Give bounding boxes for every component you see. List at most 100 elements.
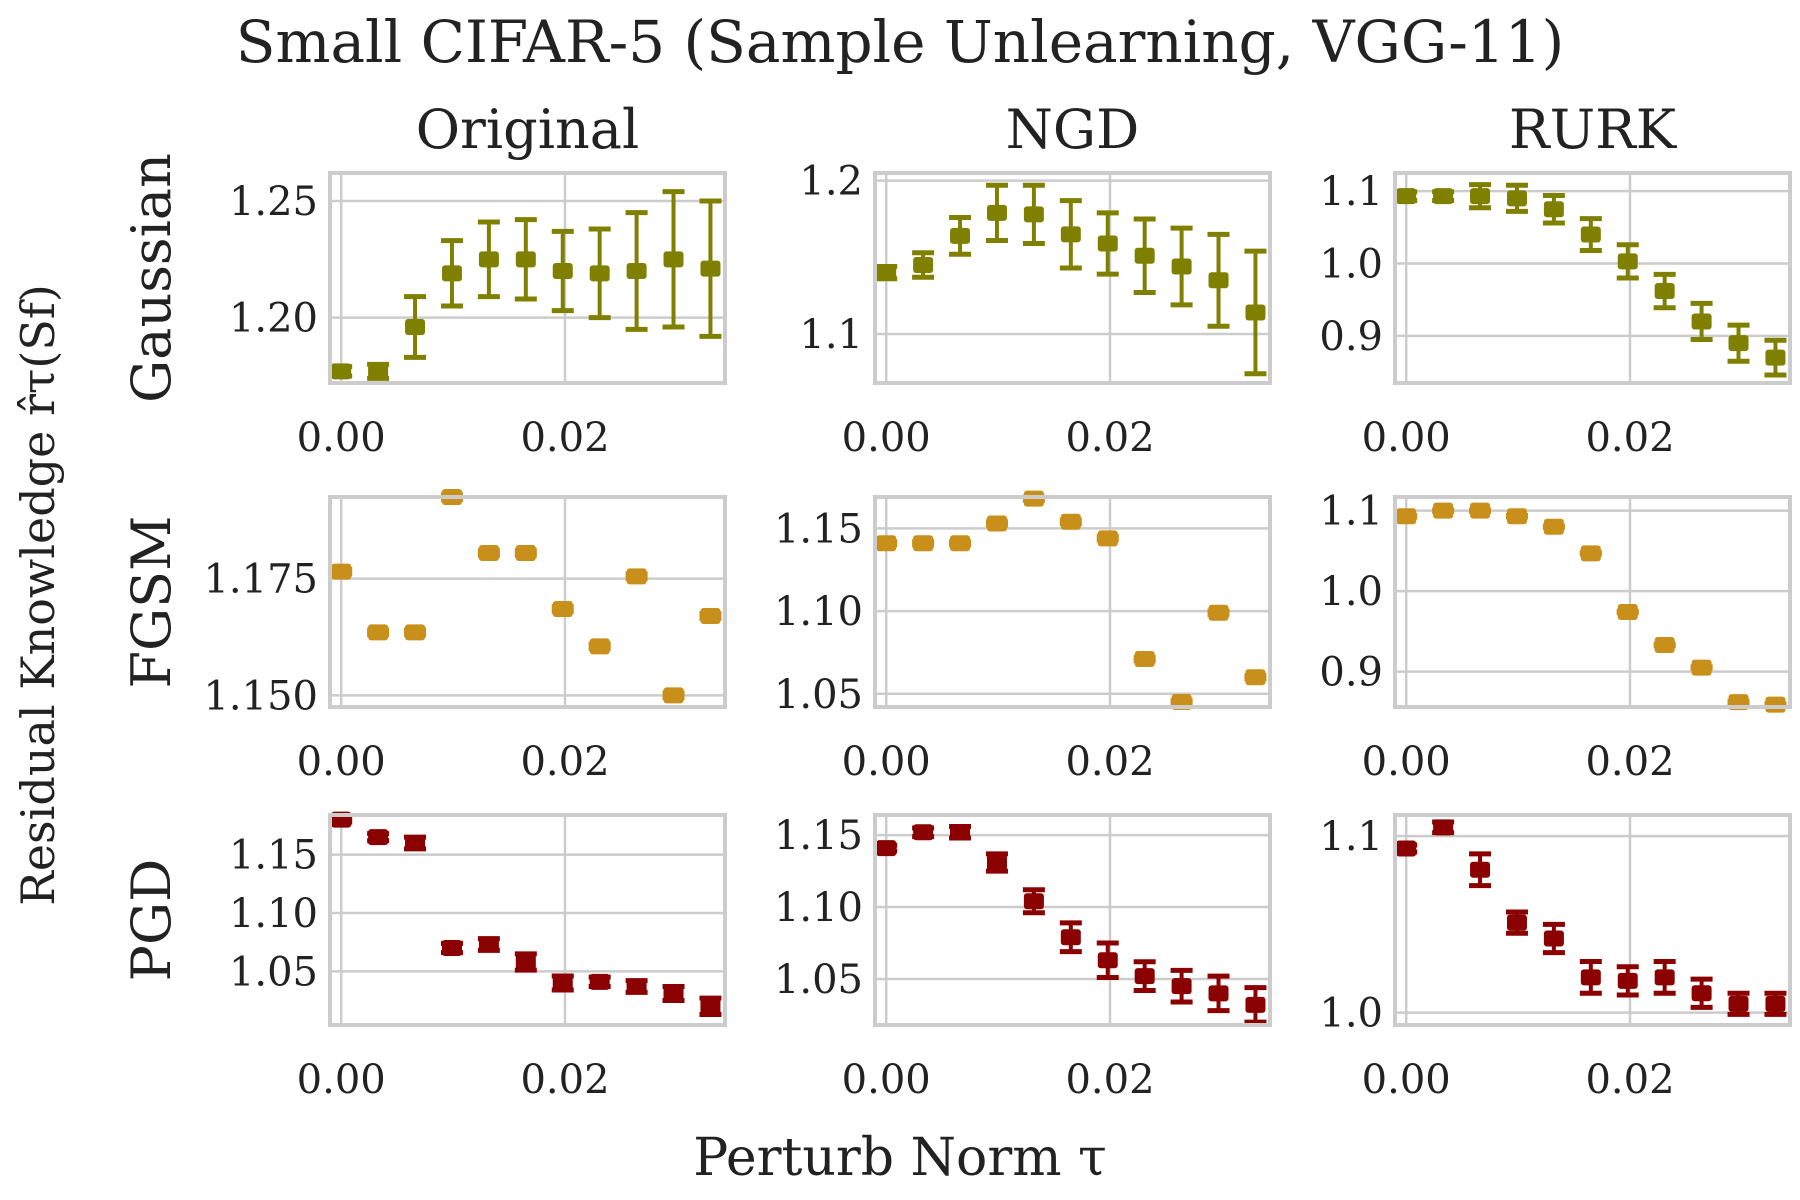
x-tick-label: 0.02 (520, 1057, 609, 1103)
panel-fgsm-ngd-points (875, 490, 1267, 711)
data-point (1543, 201, 1564, 218)
data-point (552, 975, 573, 991)
panel-gaussian-rurk-points (1395, 182, 1787, 378)
data-point (1617, 253, 1638, 270)
x-tick-label: 0.02 (1585, 739, 1674, 785)
y-tick-label: 1.05 (774, 672, 863, 718)
data-point (331, 363, 352, 380)
data-point (1728, 995, 1749, 1012)
y-tick-label: 1.0 (1319, 242, 1383, 288)
data-point (515, 954, 536, 970)
panel-fgsm-original-points (330, 489, 722, 704)
data-point (1617, 604, 1638, 621)
data-point (1765, 995, 1786, 1012)
y-tick-label: 0.9 (1319, 650, 1383, 696)
panel-fgsm-rurk: 0.00 0.02 0.9 1.0 1.1 (1319, 489, 1792, 785)
panel-fgsm-ngd-frame (873, 495, 1272, 709)
column-title-rurk: RURK (1509, 98, 1678, 161)
data-point (1396, 840, 1417, 857)
data-point (700, 260, 721, 277)
y-tick-label: 1.10 (774, 589, 863, 635)
data-point (1433, 502, 1454, 519)
data-point (1245, 669, 1266, 686)
data-point (1134, 968, 1155, 985)
data-point (663, 251, 684, 268)
panel-fgsm-ngd: 0.00 0.02 1.05 1.10 1.15 (774, 490, 1272, 785)
data-point (331, 563, 352, 580)
data-point (663, 985, 684, 1002)
data-point (515, 251, 536, 268)
column-titles: Original NGD RURK (416, 98, 1678, 161)
panel-gaussian-ngd-frame (873, 171, 1272, 385)
panel-pgd-rurk-points (1395, 819, 1787, 1017)
y-tick-label: 1.20 (229, 296, 318, 342)
data-point (876, 840, 897, 857)
data-point (986, 854, 1007, 871)
data-point (876, 535, 897, 552)
data-point (515, 545, 536, 561)
data-point (1396, 508, 1417, 525)
data-point (1765, 696, 1786, 713)
x-tick-label: 0.02 (520, 739, 609, 785)
data-point (478, 251, 499, 268)
data-point (1208, 604, 1229, 621)
panel-pgd-original-frame (328, 813, 727, 1027)
y-tick-label: 1.10 (774, 885, 863, 931)
data-point (700, 998, 721, 1015)
panel-grid: 0.00 0.021.201.250.00 0.021.11.20.00 0.020.… (203, 159, 1792, 1103)
data-point (405, 835, 426, 851)
data-point (552, 263, 573, 279)
data-point (626, 978, 647, 995)
y-axis-label: Residual Knowledge r̂τ(Sf) (11, 284, 65, 906)
y-tick-label: 1.15 (774, 813, 863, 859)
data-point (1245, 304, 1266, 321)
data-point (478, 545, 499, 561)
data-point (589, 265, 610, 282)
data-point (1543, 518, 1564, 535)
data-point (1097, 530, 1118, 547)
x-tick-label: 0.00 (1362, 415, 1451, 461)
data-point (368, 363, 389, 380)
data-point (589, 973, 610, 990)
panel-pgd-original-points (330, 811, 722, 1017)
panel-pgd-original: 0.00 0.02 1.05 1.10 1.15 (229, 811, 727, 1103)
data-point (1728, 335, 1749, 352)
data-point (441, 265, 462, 282)
panel-fgsm-rurk-points (1395, 502, 1787, 713)
panel-pgd-ngd-frame (873, 813, 1272, 1027)
y-tick-label: 1.175 (203, 557, 318, 603)
data-point (1691, 985, 1712, 1002)
row-title-pgd: PGD (120, 859, 183, 982)
x-tick-label: 0.00 (842, 739, 931, 785)
y-tick-label: 0.9 (1319, 314, 1383, 360)
data-point (1134, 247, 1155, 264)
panel-gaussian-rurk: 0.00 0.02 0.9 1.0 1.1 (1319, 169, 1792, 461)
x-tick-label: 0.00 (1362, 1057, 1451, 1103)
y-tick-label: 1.2 (799, 159, 863, 205)
data-point (1691, 659, 1712, 676)
panel-gaussian-original: 0.00 0.02 1.20 1.25 (229, 171, 727, 461)
data-point (1506, 190, 1527, 207)
data-point (441, 940, 462, 956)
x-tick-label: 0.00 (297, 1057, 386, 1103)
x-tick-label: 0.00 (842, 415, 931, 461)
data-point (1208, 272, 1229, 289)
data-point (876, 264, 897, 281)
x-tick-label: 0.00 (297, 415, 386, 461)
data-point (1060, 929, 1081, 946)
data-point (1506, 508, 1527, 525)
panel-pgd-rurk-frame (1393, 813, 1792, 1027)
data-point (368, 624, 389, 641)
panel-gaussian-original-frame (328, 171, 727, 385)
panel-fgsm-original-frame (328, 495, 727, 709)
data-point (405, 319, 426, 335)
y-tick-label: 1.1 (1319, 814, 1383, 860)
x-tick-label: 0.02 (1585, 415, 1674, 461)
data-point (589, 638, 610, 655)
row-titles: Gaussian FGSM PGD (120, 153, 183, 981)
data-point (1765, 349, 1786, 366)
data-point (1245, 996, 1266, 1013)
data-point (1617, 972, 1638, 989)
y-tick-label: 1.05 (229, 949, 318, 995)
data-point (950, 824, 971, 841)
